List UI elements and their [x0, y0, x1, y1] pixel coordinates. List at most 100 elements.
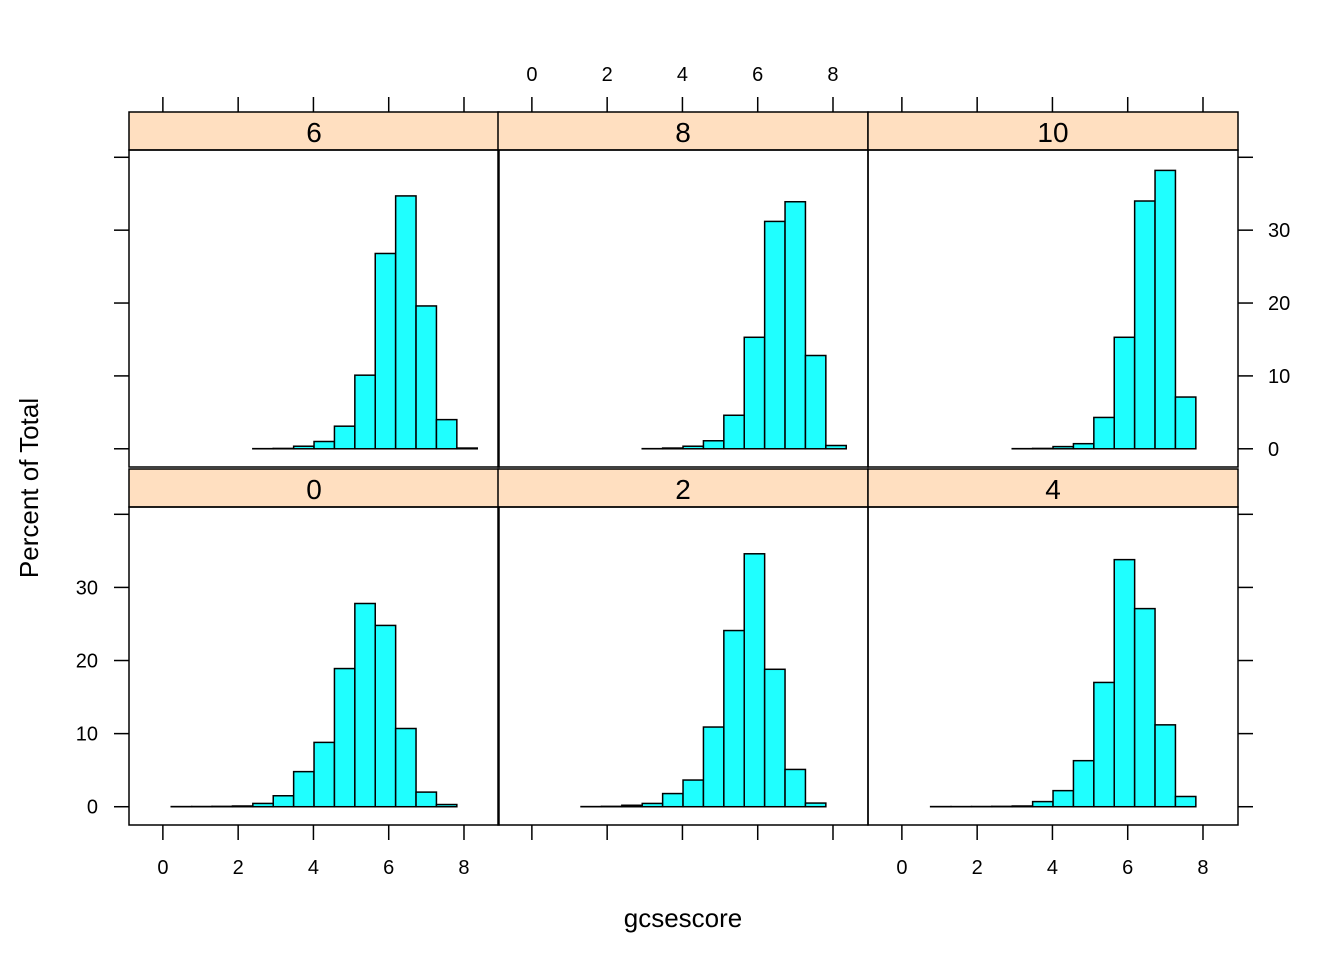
- histogram-bar: [784, 768, 807, 808]
- histogram-bar: [784, 200, 807, 450]
- histogram-bar: [804, 354, 827, 450]
- histogram-bar: [682, 779, 705, 808]
- panel-border: [867, 149, 1239, 468]
- histogram-bar: [1031, 800, 1054, 808]
- histogram-bar: [1133, 607, 1156, 808]
- histogram-bar: [1113, 336, 1136, 450]
- x-tick-label-top: 4: [677, 64, 688, 86]
- histogram-bar: [272, 795, 295, 808]
- histogram-bar: [743, 336, 766, 450]
- histogram-bar: [231, 805, 254, 808]
- histogram-bar: [661, 792, 684, 808]
- panel-border: [867, 506, 1239, 826]
- x-axis-title: gcsescore: [624, 903, 743, 933]
- histogram-bar: [354, 374, 376, 450]
- histogram-bar: [456, 447, 478, 450]
- x-tick-label-bottom: 0: [896, 857, 907, 879]
- strip-0: [128, 468, 500, 508]
- histogram-bar: [1052, 789, 1075, 808]
- panel-2: 2: [497, 468, 869, 826]
- strip-10: [867, 111, 1239, 151]
- histogram-bar: [252, 802, 274, 808]
- histogram-bar: [1052, 445, 1075, 450]
- histogram-bar: [313, 741, 336, 808]
- histogram-bar: [1011, 805, 1034, 808]
- histogram-bar: [763, 220, 786, 450]
- histogram-bar: [702, 726, 725, 808]
- x-tick-label-bottom: 2: [972, 857, 983, 879]
- strip-6: [128, 111, 500, 151]
- y-tick-label-right: 20: [1268, 293, 1290, 315]
- histogram-bar: [374, 624, 397, 808]
- y-tick-label-right: 30: [1268, 220, 1290, 242]
- x-tick-label-top: 8: [827, 64, 838, 86]
- histogram-bar: [313, 440, 336, 450]
- histogram-bar: [743, 553, 766, 808]
- histogram-bar: [661, 447, 684, 450]
- histogram-bar: [333, 667, 356, 808]
- strip-label: 10: [1037, 117, 1068, 148]
- histogram-bar: [1093, 681, 1115, 808]
- y-tick-label-right: 10: [1268, 366, 1290, 388]
- x-tick-label-bottom: 8: [458, 857, 469, 879]
- histogram-bar: [682, 445, 705, 450]
- strip-label: 4: [1045, 474, 1061, 505]
- panel-4: 4: [867, 468, 1239, 826]
- panel-border: [128, 149, 500, 468]
- histogram-bar: [374, 252, 397, 450]
- strip-8: [497, 111, 869, 151]
- y-tick-label-left: 30: [76, 577, 98, 599]
- y-axis-title: Percent of Total: [14, 398, 44, 578]
- x-tick-label-bottom: 8: [1197, 857, 1208, 879]
- histogram-bar: [641, 802, 664, 808]
- x-tick-label-bottom: 6: [1122, 857, 1133, 879]
- strip-label: 2: [675, 474, 691, 505]
- histogram-bar: [1072, 759, 1095, 808]
- panel-8: 8: [497, 111, 869, 468]
- histogram-bar: [1154, 724, 1177, 808]
- histogram-bar: [1072, 442, 1095, 450]
- y-tick-label-left: 10: [76, 724, 98, 746]
- strip-label: 0: [306, 474, 322, 505]
- x-tick-label-top: 2: [602, 64, 613, 86]
- strip-2: [497, 468, 869, 508]
- histogram-bar: [1154, 169, 1177, 450]
- histogram-bar: [394, 727, 417, 808]
- histogram-bar: [621, 804, 643, 808]
- histogram-bar: [1174, 396, 1197, 450]
- histogram-bar: [702, 440, 725, 450]
- x-tick-label-bottom: 6: [383, 857, 394, 879]
- histogram-bar: [394, 195, 417, 450]
- histogram-bar: [723, 414, 745, 450]
- strip-4: [867, 468, 1239, 508]
- histogram-bar: [825, 444, 847, 450]
- strip-label: 8: [675, 117, 691, 148]
- histogram-bar: [333, 425, 356, 450]
- histogram-bar: [435, 418, 458, 450]
- histogram-bar: [1133, 200, 1156, 450]
- x-tick-label-top: 0: [526, 64, 537, 86]
- panel-6: 6: [128, 111, 500, 468]
- panel-0: 0: [128, 468, 500, 826]
- histogram-bar: [1174, 795, 1197, 808]
- histogram-bar: [723, 629, 745, 808]
- histogram-bar: [1093, 416, 1115, 450]
- histogram-bar: [763, 668, 786, 808]
- panels-group: 6 8 10 0 2 4: [128, 111, 1239, 826]
- panel-border: [497, 506, 869, 826]
- histogram-bar: [804, 802, 827, 808]
- y-tick-label-right: 0: [1268, 439, 1279, 461]
- y-tick-label-left: 0: [87, 797, 98, 819]
- strip-label: 6: [306, 117, 322, 148]
- histogram-bar: [354, 602, 376, 808]
- x-tick-label-bottom: 0: [157, 857, 168, 879]
- x-tick-label-top: 6: [752, 64, 763, 86]
- x-tick-label-bottom: 2: [233, 857, 244, 879]
- panel-10: 10: [867, 111, 1239, 468]
- histogram-bar: [292, 770, 315, 808]
- histogram-bar: [435, 803, 458, 808]
- histogram-bar: [415, 305, 438, 450]
- x-tick-label-bottom: 4: [1047, 857, 1058, 879]
